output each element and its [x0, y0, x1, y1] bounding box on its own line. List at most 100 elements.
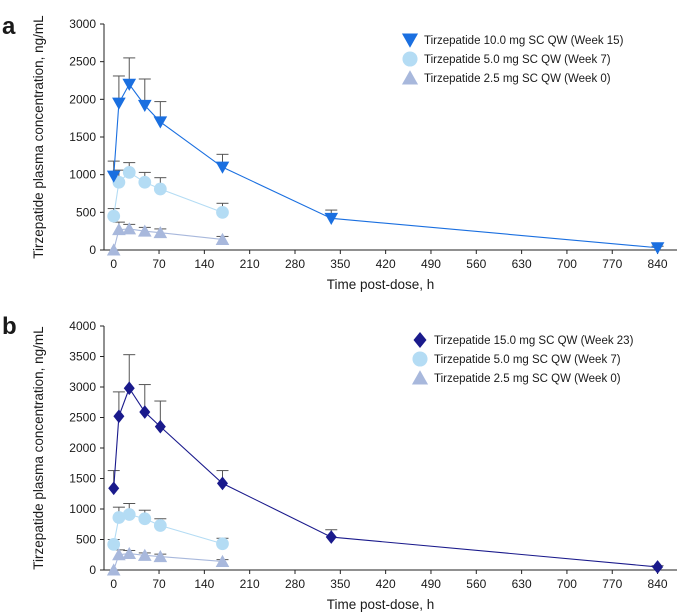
series-2 — [106, 221, 230, 256]
legend-label: Tirzepatide 2.5 mg SC QW (Week 0) — [434, 373, 621, 385]
y-tick-label: 0 — [89, 563, 96, 577]
x-tick-label: 770 — [602, 577, 622, 591]
data-point — [215, 554, 230, 567]
data-point — [216, 476, 228, 491]
x-tick-label: 420 — [376, 577, 396, 591]
legend-marker — [401, 33, 419, 48]
x-tick-label: 700 — [557, 577, 577, 591]
legend-marker — [401, 70, 419, 85]
x-tick-label: 560 — [466, 577, 486, 591]
x-tick-label: 490 — [421, 577, 441, 591]
data-point — [216, 205, 229, 219]
data-point — [137, 99, 152, 112]
series-2 — [106, 546, 230, 576]
x-tick-label: 210 — [240, 257, 260, 271]
data-point — [652, 560, 664, 574]
data-point — [139, 405, 151, 419]
y-tick-label: 2500 — [69, 55, 96, 69]
y-tick-label: 3000 — [69, 17, 96, 31]
series-0 — [106, 57, 665, 255]
y-axis-title: Tirzepatide plasma concentration, ng/mL — [31, 326, 46, 570]
data-point — [137, 224, 152, 237]
legend-marker — [412, 351, 428, 367]
y-tick-label: 1000 — [69, 502, 96, 516]
series-1 — [107, 503, 229, 551]
x-tick-label: 350 — [330, 257, 350, 271]
x-tick-label: 70 — [152, 257, 166, 271]
y-tick-label: 2000 — [69, 92, 96, 106]
x-tick-label: 280 — [285, 257, 305, 271]
series-line — [113, 83, 658, 249]
data-point — [106, 243, 121, 256]
x-tick-label: 490 — [421, 257, 441, 271]
data-point — [107, 209, 121, 223]
x-tick-label: 350 — [330, 577, 350, 591]
x-axis-title: Time post-dose, h — [327, 597, 435, 612]
legend-label: Tirzepatide 10.0 mg SC QW (Week 15) — [424, 35, 624, 47]
data-point — [112, 97, 126, 110]
panel-letter: a — [2, 13, 16, 40]
legend: Tirzepatide 15.0 mg SC QW (Week 23) Tirze… — [411, 331, 634, 385]
x-tick-label: 210 — [240, 577, 260, 591]
x-tick-label: 630 — [512, 257, 532, 271]
data-point — [650, 242, 665, 255]
legend-label: Tirzepatide 15.0 mg SC QW (Week 23) — [434, 335, 634, 347]
legend-marker — [413, 331, 427, 349]
data-point — [112, 511, 126, 524]
legend-label: Tirzepatide 2.5 mg SC QW (Week 0) — [424, 73, 611, 85]
data-point — [123, 381, 135, 396]
x-tick-label: 840 — [648, 577, 668, 591]
data-point — [122, 166, 136, 179]
y-tick-label: 2500 — [69, 411, 96, 425]
x-tick-label: 840 — [648, 257, 668, 271]
data-point — [122, 508, 136, 521]
legend-label: Tirzepatide 5.0 mg SC QW (Week 7) — [434, 354, 621, 366]
y-axis-title: Tirzepatide plasma concentration, ng/mL — [31, 15, 46, 259]
data-point — [106, 170, 121, 183]
legend-marker — [402, 51, 418, 67]
data-point — [113, 409, 125, 424]
x-axis-title: Time post-dose, h — [327, 277, 435, 292]
x-tick-label: 420 — [376, 257, 396, 271]
data-point — [215, 232, 230, 245]
legend: Tirzepatide 10.0 mg SC QW (Week 15) Tirze… — [401, 33, 624, 85]
x-tick-label: 140 — [194, 577, 214, 591]
x-tick-label: 140 — [194, 257, 214, 271]
y-tick-label: 1000 — [69, 168, 96, 182]
x-tick-label: 630 — [512, 577, 532, 591]
data-point — [122, 222, 137, 235]
data-point — [153, 116, 168, 129]
series-0 — [107, 354, 664, 574]
y-tick-label: 3000 — [69, 380, 96, 394]
x-tick-label: 770 — [602, 257, 622, 271]
data-point — [216, 537, 229, 551]
x-tick-label: 700 — [557, 257, 577, 271]
data-point — [325, 530, 337, 544]
data-point — [138, 175, 152, 189]
data-point — [324, 212, 339, 225]
data-point — [154, 419, 166, 434]
data-point — [112, 223, 126, 236]
data-point — [153, 226, 168, 239]
data-point — [215, 161, 230, 174]
data-point — [153, 519, 167, 532]
data-point — [112, 548, 126, 561]
series-1 — [107, 162, 229, 223]
y-tick-label: 500 — [76, 205, 96, 219]
y-tick-label: 4000 — [69, 319, 96, 333]
x-tick-label: 0 — [110, 577, 117, 591]
legend-label: Tirzepatide 5.0 mg SC QW (Week 7) — [424, 54, 611, 66]
y-tick-label: 0 — [89, 243, 96, 257]
data-point — [137, 548, 152, 561]
y-tick-label: 3500 — [69, 350, 96, 364]
panel-b: b 0 500 1000 1500 2000 2500 3000 3500 4000 0 70 140 2… — [2, 313, 677, 612]
data-point — [122, 546, 137, 560]
panel-a: a 0 500 1000 1500 2000 2500 3000 0 70 140 210 280 350… — [2, 13, 677, 292]
data-point — [108, 481, 120, 496]
y-tick-label: 2000 — [69, 441, 96, 455]
data-point — [122, 78, 137, 91]
y-tick-label: 500 — [76, 533, 96, 547]
y-tick-label: 1500 — [69, 130, 96, 144]
x-tick-label: 70 — [152, 577, 166, 591]
